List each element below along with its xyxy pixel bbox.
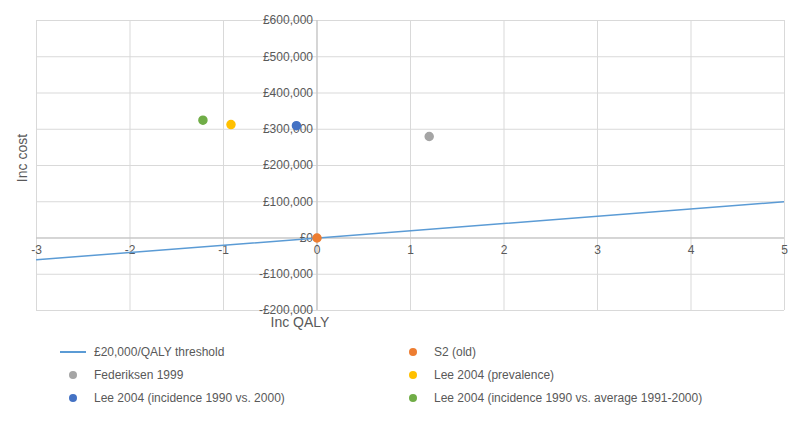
html-text:S2 (old): S2 (old) bbox=[434, 345, 476, 359]
html-text:Lee 2004 (incidence 1990 vs. 2: Lee 2004 (incidence 1990 vs. 2000) bbox=[94, 391, 285, 405]
html-text:Federiksen 1999: Federiksen 1999 bbox=[94, 368, 184, 382]
svg-text:£200,000: £200,000 bbox=[263, 158, 313, 172]
html-text:£20,000/QALY threshold: £20,000/QALY threshold bbox=[94, 345, 225, 359]
html-text:Lee 2004 (prevalence): Lee 2004 (prevalence) bbox=[434, 368, 555, 382]
svg-text:-1: -1 bbox=[218, 242, 229, 257]
svg-text:-2: -2 bbox=[125, 243, 136, 257]
html-text:Inc cost: Inc cost bbox=[14, 133, 30, 183]
svg-text:£100,000: £100,000 bbox=[263, 195, 313, 209]
svg-text:£600,000: £600,000 bbox=[263, 13, 313, 27]
svg-text:-£200,000: -£200,000 bbox=[259, 303, 313, 318]
html-text:Inc QALY: Inc QALY bbox=[270, 314, 330, 330]
svg-text:0: 0 bbox=[314, 243, 321, 257]
svg-text:3: 3 bbox=[594, 243, 601, 257]
svg-text:1: 1 bbox=[407, 243, 414, 257]
svg-text:4: 4 bbox=[688, 243, 695, 257]
svg-text:£500,000: £500,000 bbox=[263, 50, 313, 64]
svg-text:£0: £0 bbox=[299, 230, 313, 245]
svg-text:-3: -3 bbox=[31, 243, 42, 257]
html-text:Lee 2004 (incidence 1990 vs. a: Lee 2004 (incidence 1990 vs. average 199… bbox=[434, 391, 703, 405]
svg-text:5: 5 bbox=[781, 243, 788, 257]
svg-text:£300,000: £300,000 bbox=[263, 122, 313, 136]
svg-text:-£100,000: -£100,000 bbox=[259, 267, 313, 281]
svg-text:2: 2 bbox=[501, 243, 508, 257]
svg-text:£400,000: £400,000 bbox=[263, 86, 313, 100]
